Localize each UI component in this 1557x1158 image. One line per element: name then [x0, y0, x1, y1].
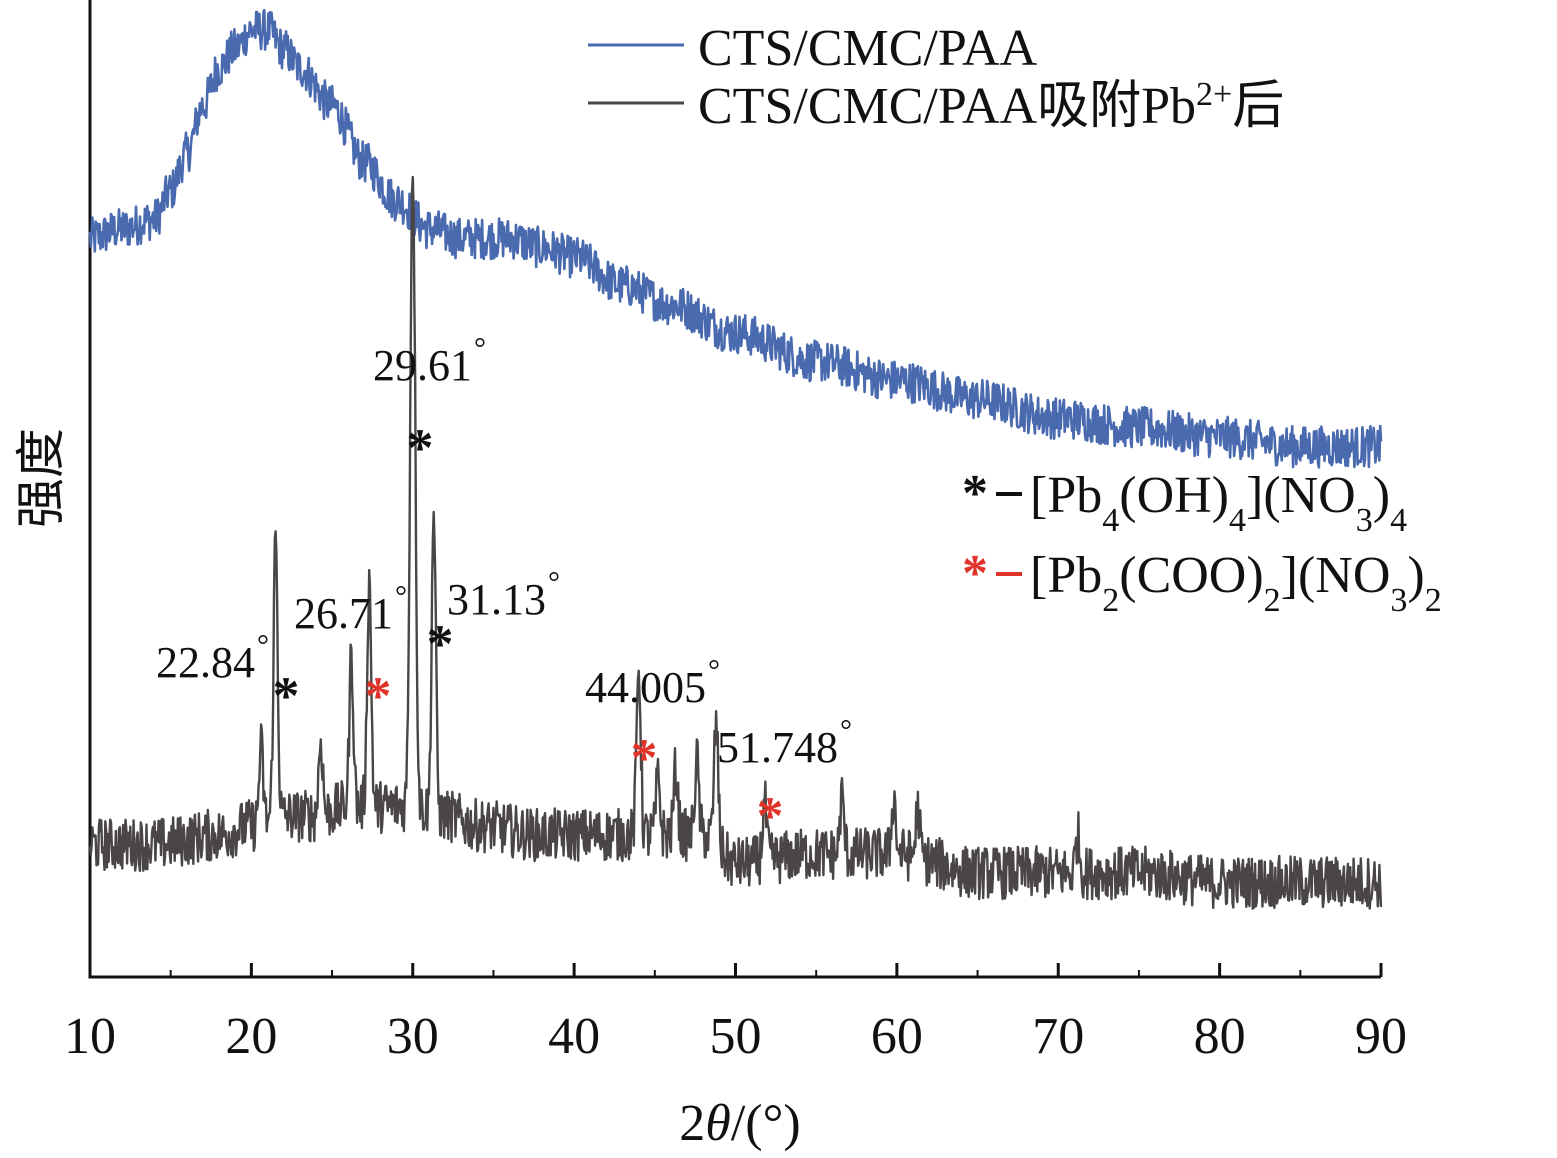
peak-star: *: [631, 728, 658, 788]
x-tick-label: 90: [1355, 1008, 1407, 1065]
peak-label: 29.61: [373, 341, 472, 390]
peak-degree: °: [395, 580, 407, 613]
peak-star: *: [365, 666, 392, 726]
peak-label: 31.13: [447, 575, 546, 624]
x-tick-label: 10: [64, 1008, 116, 1065]
legend-entry-1: CTS/CMC/PAA: [698, 20, 1038, 77]
peak-star: *: [407, 418, 434, 478]
x-tick-label: 70: [1032, 1008, 1084, 1065]
peak-label: 22.84: [156, 638, 255, 687]
peak-label: 26.71: [294, 589, 393, 638]
series-layer: [88, 8, 1383, 910]
x-tick-label: 60: [871, 1008, 923, 1065]
x-tick-label: 50: [710, 1008, 762, 1065]
phase-legend: * [Pb4(OH)4](NO3)4 * [Pb2(COO)2](NO3)2: [962, 465, 1442, 619]
peak-annotations: 22.84 °*26.71 °*29.61 °*31.13 °*44.005 °* 51.7…: [156, 332, 852, 846]
x-axis-label: 2θ/(°): [679, 1095, 800, 1152]
peak-degree: °: [474, 332, 486, 365]
series-line-2: [88, 175, 1383, 910]
series-line-1: [88, 8, 1383, 469]
peak-degree: °: [708, 654, 720, 687]
peak-label: 51.748: [717, 723, 838, 772]
peak-degree: °: [840, 714, 852, 747]
peak-star: *: [757, 786, 784, 846]
peak-degree: °: [548, 566, 560, 599]
phase-star-2: *: [962, 545, 988, 602]
peak-star: *: [273, 666, 300, 726]
phase-star-1: *: [962, 465, 988, 522]
y-axis-label: 强度: [13, 428, 69, 528]
peak-star: *: [427, 614, 454, 674]
legend-entry-2: CTS/CMC/PAA吸附Pb2+后: [698, 76, 1284, 136]
x-tick-label: 20: [225, 1008, 277, 1065]
x-axis-label-suffix: /(°): [731, 1095, 801, 1152]
axes: 10 20 30 40 50 60 70 80 90: [64, 0, 1407, 1065]
x-axis-label-symbol: θ: [705, 1095, 731, 1152]
phase-label-1: [Pb4(OH)4](NO3)4: [1030, 467, 1407, 539]
x-tick-label: 30: [387, 1008, 439, 1065]
x-tick-label: 40: [548, 1008, 600, 1065]
peak-degree: °: [257, 629, 269, 662]
x-axis-label-prefix: 2: [679, 1095, 705, 1152]
peak-label: 44.005: [585, 663, 706, 712]
phase-label-2: [Pb2(COO)2](NO3)2: [1030, 547, 1442, 619]
x-tick-label: 80: [1194, 1008, 1246, 1065]
